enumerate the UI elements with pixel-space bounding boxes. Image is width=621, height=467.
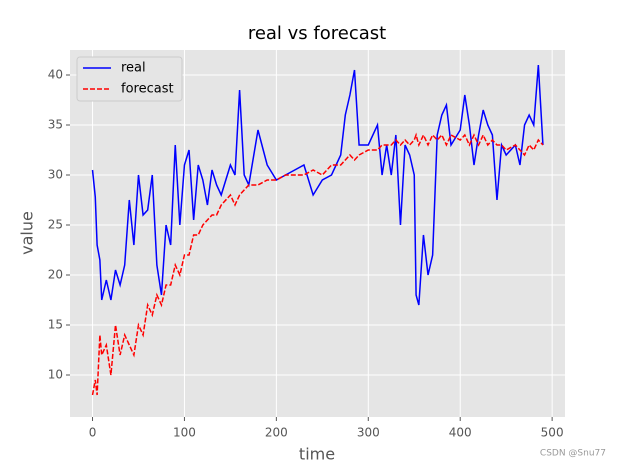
- x-tick-label: 500: [541, 426, 564, 440]
- x-tick-label: 200: [265, 426, 288, 440]
- y-tick-label: 10: [48, 368, 63, 382]
- y-tick-label: 25: [48, 218, 63, 232]
- x-tick-label: 400: [449, 426, 472, 440]
- x-tick-label: 0: [89, 426, 97, 440]
- watermark: CSDN @Snu77: [540, 449, 606, 459]
- y-axis-label: value: [18, 211, 37, 255]
- legend-label: forecast: [121, 82, 174, 97]
- series-line: [91, 64, 544, 306]
- y-tick-label: 40: [48, 68, 63, 82]
- x-axis-label: time: [299, 445, 335, 464]
- x-tick-label: 100: [173, 426, 196, 440]
- y-tick-label: 15: [48, 318, 63, 332]
- y-tick-label: 30: [48, 168, 63, 182]
- chart-title: real vs forecast: [248, 23, 386, 44]
- series-line: [91, 132, 544, 396]
- plot-area: [70, 50, 565, 417]
- y-tick-label: 35: [48, 118, 63, 132]
- y-tick-label: 20: [48, 268, 63, 282]
- x-tick-label: 300: [357, 426, 380, 440]
- legend-label: real: [121, 61, 146, 76]
